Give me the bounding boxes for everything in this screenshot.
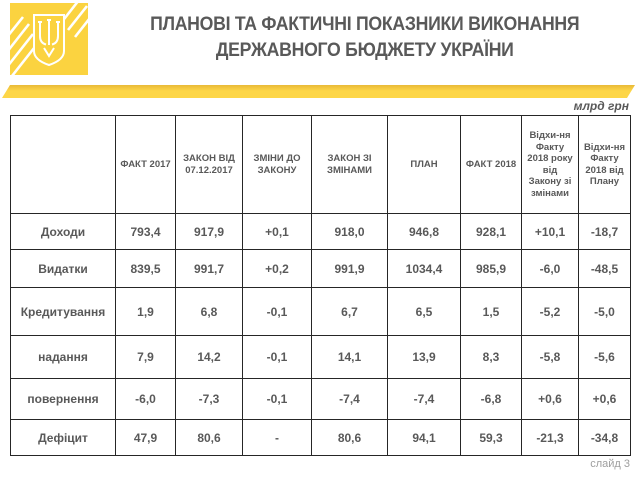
table-row-crediting: Кредитування 1,9 6,8 -0,1 6,7 6,5 1,5 -5… (10, 287, 631, 336)
cell: -6,0 (521, 249, 579, 288)
column-header-law-with-changes: ЗАКОН ЗІ ЗМІНАМИ (311, 115, 388, 214)
cell: 47,9 (115, 419, 176, 456)
table-row-repayment: повернення -6,0 -7,3 -0,1 -7,4 -7,4 -6,8… (10, 378, 631, 420)
cell: 917,9 (175, 213, 243, 250)
cell: 59,3 (460, 419, 522, 456)
ukraine-trident-emblem-icon (5, 0, 92, 77)
cell: 80,6 (311, 419, 388, 456)
cell: -18,7 (578, 213, 631, 250)
row-label: повернення (10, 378, 116, 420)
cell: 793,4 (115, 213, 176, 250)
column-header-deviation-from-plan: Відхи-ня Факту 2018 від Плану (578, 115, 631, 214)
table-row-deficit: Дефіцит 47,9 80,6 - 80,6 94,1 59,3 -21,3… (10, 419, 631, 456)
cell: -34,8 (578, 419, 631, 456)
cell: +0,2 (242, 249, 312, 288)
row-label: Видатки (10, 249, 116, 288)
cell: -7,4 (387, 378, 461, 420)
row-label: надання (10, 335, 116, 379)
budget-table: ФАКТ 2017 ЗАКОН ВІД 07.12.2017 ЗМІНИ ДО … (10, 115, 631, 456)
cell: 14,1 (311, 335, 388, 379)
cell: - (242, 419, 312, 456)
cell: 991,7 (175, 249, 243, 288)
cell: 6,5 (387, 287, 461, 336)
cell: -7,4 (311, 378, 388, 420)
cell: -6,0 (115, 378, 176, 420)
title-line-2: ДЕРЖАВНОГО БЮДЖЕТУ УКРАЇНИ (215, 40, 514, 61)
title-line-1: ПЛАНОВІ ТА ФАКТИЧНІ ПОКАЗНИКИ ВИКОНАННЯ (149, 14, 580, 35)
cell: +0,1 (242, 213, 312, 250)
cell: 928,1 (460, 213, 522, 250)
column-header-plan: ПЛАН (387, 115, 461, 214)
row-label: Доходи (10, 213, 116, 250)
cell: +0,6 (521, 378, 579, 420)
cell: 6,7 (311, 287, 388, 336)
column-header-law-07-12-2017: ЗАКОН ВІД 07.12.2017 (175, 115, 243, 214)
row-label: Кредитування (10, 287, 116, 336)
cell: 839,5 (115, 249, 176, 288)
column-header-fact-2017: ФАКТ 2017 (115, 115, 176, 214)
cell: 985,9 (460, 249, 522, 288)
cell: -0,1 (242, 287, 312, 336)
table-row-revenues: Доходи 793,4 917,9 +0,1 918,0 946,8 928,… (10, 213, 631, 250)
accent-divider-bar (2, 85, 635, 98)
cell: -21,3 (521, 419, 579, 456)
units-label: млрд грн (573, 99, 629, 113)
header-row: ФАКТ 2017 ЗАКОН ВІД 07.12.2017 ЗМІНИ ДО … (10, 115, 631, 214)
cell: 14,2 (175, 335, 243, 379)
cell: 80,6 (175, 419, 243, 456)
column-header-fact-2018: ФАКТ 2018 (460, 115, 522, 214)
slide-title: ПЛАНОВІ ТА ФАКТИЧНІ ПОКАЗНИКИ ВИКОНАННЯ … (95, 12, 634, 64)
table-row-granting: надання 7,9 14,2 -0,1 14,1 13,9 8,3 -5,8… (10, 335, 631, 379)
table-row-expenditures: Видатки 839,5 991,7 +0,2 991,9 1034,4 98… (10, 249, 631, 288)
cell: 6,8 (175, 287, 243, 336)
cell: -6,8 (460, 378, 522, 420)
column-header-indicator (10, 115, 116, 214)
cell: -0,1 (242, 335, 312, 379)
cell: -5,6 (578, 335, 631, 379)
cell: -5,0 (578, 287, 631, 336)
cell: 8,3 (460, 335, 522, 379)
cell: 94,1 (387, 419, 461, 456)
column-header-deviation-from-law: Відхи-ня Факту 2018 року від Закону зі з… (521, 115, 579, 214)
row-label: Дефіцит (10, 419, 116, 456)
cell: +0,6 (578, 378, 631, 420)
cell: 1,9 (115, 287, 176, 336)
cell: 991,9 (311, 249, 388, 288)
cell: 13,9 (387, 335, 461, 379)
cell: 7,9 (115, 335, 176, 379)
cell: 1034,4 (387, 249, 461, 288)
cell: 1,5 (460, 287, 522, 336)
cell: -5,8 (521, 335, 579, 379)
cell: -48,5 (578, 249, 631, 288)
column-header-law-changes: ЗМІНИ ДО ЗАКОНУ (242, 115, 312, 214)
cell: +10,1 (521, 213, 579, 250)
slide-number: слайд 3 (590, 458, 630, 470)
cell: -0,1 (242, 378, 312, 420)
cell: -5,2 (521, 287, 579, 336)
cell: -7,3 (175, 378, 243, 420)
cell: 946,8 (387, 213, 461, 250)
cell: 918,0 (311, 213, 388, 250)
